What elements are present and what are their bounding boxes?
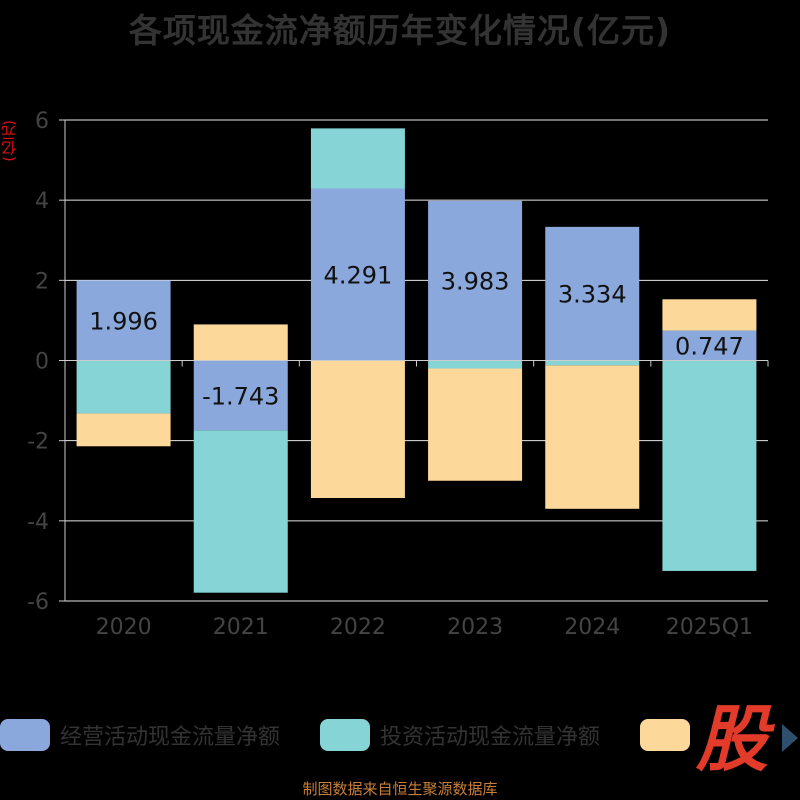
y-tick-label: 4: [35, 189, 49, 214]
data-label-2025Q1: 0.747: [675, 333, 744, 361]
legend-label-operating: 经营活动现金流量净额: [60, 725, 281, 750]
legend-item-financing[interactable]: [640, 716, 690, 754]
data-label-2022: 4.291: [324, 262, 393, 290]
bar-segment-series0-2024: [545, 226, 640, 361]
data-source-note: 制图数据来自恒生聚源数据库: [302, 780, 498, 798]
y-tick-label: 2: [35, 269, 49, 294]
y-tick-label: -2: [27, 430, 49, 455]
legend-swatch-financing: [640, 719, 690, 751]
bar-segment-series2-2023: [428, 368, 523, 481]
y-tick-label: 6: [35, 109, 49, 134]
bar-segment-series1-2023: [428, 360, 523, 369]
bar-segment-series0-2020: [76, 280, 171, 361]
y-tick-label: -4: [27, 510, 49, 535]
bar-segment-series1-2022: [310, 128, 405, 189]
data-label-2023: 3.983: [441, 268, 510, 296]
x-tick-label: 2024: [564, 615, 620, 640]
x-tick-label: 2023: [447, 615, 503, 640]
legend-item-operating[interactable]: 经营活动现金流量净额: [0, 716, 280, 754]
bar-segment-series2-2025Q1: [662, 299, 757, 331]
legend-label-investing: 投资活动现金流量净额: [380, 725, 601, 750]
bar-segment-series0-2023: [428, 200, 523, 361]
bar-segment-series2-2022: [310, 360, 405, 498]
data-label-2021: -1.743: [202, 382, 279, 410]
bar-segment-series2-2020: [76, 413, 171, 447]
legend-swatch-operating: [0, 719, 50, 751]
legend-next-arrow-icon[interactable]: [782, 724, 798, 752]
legend: 经营活动现金流量净额 投资活动现金流量净额: [0, 716, 800, 754]
logo: 股: [695, 696, 768, 781]
bar-segment-series1-2025Q1: [662, 360, 757, 571]
y-tick-label: 0: [35, 350, 49, 375]
bar-segment-series2-2024: [545, 365, 640, 509]
bar-segment-series0-2025Q1: [662, 330, 757, 361]
x-tick-label: 2022: [330, 615, 386, 640]
bar-segment-series1-2021: [193, 430, 288, 593]
x-tick-label: 2020: [96, 615, 152, 640]
bar-segment-series0-2022: [310, 188, 405, 361]
bar-segment-series2-2021: [193, 324, 288, 361]
legend-swatch-investing: [320, 719, 370, 751]
bar-segment-series1-2024: [545, 360, 640, 366]
legend-item-investing[interactable]: 投资活动现金流量净额: [320, 716, 600, 754]
bar-segment-series1-2020: [76, 360, 171, 414]
bar-segment-series0-2021: [193, 360, 288, 431]
data-label-2024: 3.334: [558, 281, 627, 309]
x-tick-label: 2025Q1: [666, 615, 753, 640]
y-tick-label: -6: [27, 590, 49, 615]
chart-title: 各项现金流净额历年变化情况(亿元): [128, 11, 672, 50]
x-tick-label: 2021: [213, 615, 269, 640]
data-label-2020: 1.996: [89, 307, 158, 335]
